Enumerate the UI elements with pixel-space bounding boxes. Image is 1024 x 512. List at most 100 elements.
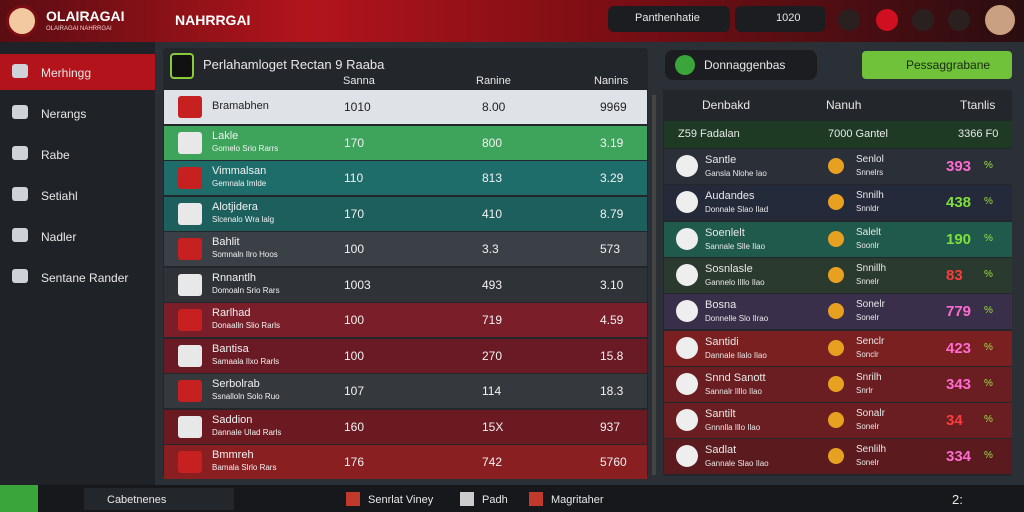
cell: 8.00 — [482, 100, 506, 114]
team-sub: Donnale Slao Ilad — [705, 205, 769, 215]
team-sub: Gemnala Imlde — [212, 179, 267, 188]
cell: 270 — [482, 348, 503, 363]
table-row[interactable] — [164, 338, 647, 373]
team-logo — [178, 96, 202, 118]
percent: % — [984, 196, 993, 208]
team-name: Snnd Sanott — [705, 371, 766, 384]
opponent-sub: Snnldr — [856, 204, 880, 214]
header-icon[interactable] — [876, 9, 898, 31]
opponent-name: Snnilh — [856, 190, 884, 202]
taskbar-item[interactable]: Senrlat Viney — [368, 494, 434, 506]
table-row[interactable] — [164, 196, 647, 231]
cell: 176 — [344, 455, 365, 469]
team-name: Sosnlasle — [705, 262, 753, 275]
sidebar-icon — [12, 228, 28, 242]
cell: 3.19 — [600, 135, 624, 150]
team-sub: Dannale Ilalo Ilao — [705, 350, 767, 360]
team-sub: Donnelle Slo Ilrao — [705, 314, 769, 324]
opponent-logo — [828, 230, 844, 247]
taskbar-item[interactable]: Padh — [482, 494, 508, 506]
table-row[interactable] — [164, 267, 647, 302]
cell: 5760 — [600, 455, 627, 469]
team-sub: Sannalr Illlo Ilao — [705, 386, 762, 396]
table-row[interactable] — [164, 161, 647, 195]
team-logo — [178, 273, 202, 296]
score: 393 — [946, 158, 972, 175]
team-sub: Gomelo Srio Rarrs — [212, 143, 279, 153]
team-sub: Gannelo Illlo Ilao — [705, 277, 765, 287]
column-header: Nanins — [594, 75, 629, 87]
panel-title: Perlahamloget Rectan 9 Raaba — [203, 57, 385, 72]
cell: 110 — [344, 171, 364, 185]
percent: % — [984, 232, 993, 244]
team-sub: Ssnalloln Solo Ruo — [212, 392, 280, 401]
team-logo — [676, 191, 698, 214]
start-button[interactable] — [0, 485, 38, 512]
sidebar-item[interactable]: Nerangs — [41, 107, 87, 121]
header-icon[interactable] — [838, 9, 860, 31]
team-name: Serbolrab — [212, 378, 260, 390]
summary-cell: Z59 Fadalan — [678, 128, 740, 140]
team-logo — [178, 238, 202, 260]
team-logo — [178, 451, 202, 473]
sidebar-item[interactable]: Sentane Rander — [41, 271, 129, 285]
action-button[interactable] — [862, 51, 1012, 79]
opponent-logo — [828, 412, 844, 429]
table-row[interactable] — [164, 125, 647, 160]
opponent-sub: Sonclr — [856, 349, 879, 359]
team-logo — [676, 372, 698, 395]
table-row[interactable] — [164, 232, 647, 266]
team-name: Santidi — [705, 335, 739, 348]
cell: 3.3 — [482, 242, 499, 256]
cell: 1010 — [344, 100, 371, 114]
taskbar-icon — [460, 492, 474, 506]
team-name: Lakle — [212, 129, 239, 142]
table-row[interactable] — [164, 445, 647, 479]
column-header: Ranine — [476, 75, 511, 87]
opponent-name: Senlilh — [856, 444, 887, 456]
sidebar-item[interactable]: Merhingg — [41, 66, 92, 80]
team-name: Bantisa — [212, 342, 249, 355]
score: 83 — [946, 266, 963, 284]
team-name: Bahlit — [212, 236, 240, 248]
table-row[interactable] — [164, 303, 647, 337]
opponent-name: Senlol — [856, 154, 884, 165]
table-row[interactable] — [164, 409, 647, 444]
logo-icon — [6, 5, 38, 37]
team-name: Bramabhen — [212, 100, 269, 112]
team-name: Bmmreh — [212, 449, 254, 461]
sidebar-item[interactable]: Nadler — [41, 230, 77, 244]
cell: 18.3 — [600, 384, 624, 398]
cell: 1003 — [344, 277, 371, 292]
team-sub: Samaala Ilxo Rarls — [212, 356, 280, 366]
header-icon[interactable] — [912, 9, 934, 31]
cell: 160 — [344, 419, 365, 434]
panel-icon — [170, 53, 194, 79]
sidebar-item[interactable]: Setiahl — [41, 189, 78, 203]
header-icon[interactable] — [948, 9, 970, 31]
team-logo — [178, 380, 202, 402]
search-box[interactable] — [608, 6, 730, 32]
column-header: Denbakd — [702, 98, 751, 112]
summary-row — [664, 121, 1012, 148]
opponent-name: Snnillh — [856, 262, 887, 274]
sidebar-item[interactable]: Rabe — [41, 148, 70, 162]
summary-cell: 3366 F0 — [958, 128, 999, 140]
taskbar-item[interactable]: Magritaher — [551, 494, 604, 506]
cell: 8.79 — [600, 206, 624, 221]
taskbar-icon — [346, 492, 360, 506]
opponent-name: Sonelr — [856, 299, 885, 311]
opponent-sub: Snnelrs — [856, 168, 884, 177]
table-row[interactable] — [164, 90, 647, 124]
team-sub: Sannale Slle Ilao — [705, 241, 766, 251]
team-logo — [676, 227, 698, 250]
cell: 937 — [600, 419, 621, 434]
team-name: Rnnantlh — [212, 271, 257, 284]
counter-box[interactable] — [735, 6, 825, 32]
opponent-logo — [828, 303, 844, 320]
taskbar-item[interactable]: Cabetnenes — [107, 494, 167, 506]
table-row[interactable] — [164, 374, 647, 408]
sidebar-icon — [12, 269, 28, 283]
cell: 15.8 — [600, 348, 624, 363]
score: 779 — [946, 303, 972, 321]
